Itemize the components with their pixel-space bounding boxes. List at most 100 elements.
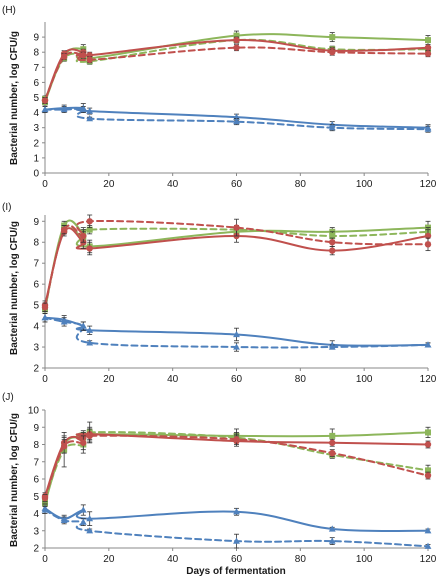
data-point <box>425 429 431 436</box>
y-tick-label: 8 <box>33 48 39 59</box>
y-tick-label: 9 <box>33 217 39 228</box>
y-tick-label: 8 <box>33 440 39 451</box>
data-point <box>60 443 68 450</box>
data-point <box>41 494 49 502</box>
series-i-5 <box>41 313 432 352</box>
x-tick-label: 0 <box>42 554 48 565</box>
data-point <box>86 339 94 346</box>
y-tick-label: 3 <box>33 123 39 134</box>
data-point <box>86 56 93 63</box>
series-i-2 <box>41 227 432 310</box>
y-axis-label-h: Bacterial number, log CFU/g <box>9 31 20 165</box>
y-tick-label: 8 <box>33 238 39 249</box>
x-tick-label: 120 <box>420 554 437 565</box>
data-point <box>41 314 49 321</box>
panel-i: (I) Bacterial number, log CFU/g <box>2 202 20 355</box>
data-point <box>233 32 240 39</box>
y-tick-label: 7 <box>33 63 39 74</box>
y-tick-label: 1 <box>33 153 39 164</box>
data-point <box>80 232 87 240</box>
x-tick-label: 0 <box>42 179 48 190</box>
data-point <box>328 124 336 131</box>
data-point <box>86 245 93 252</box>
x-tick-label: 40 <box>167 179 179 190</box>
data-point <box>86 115 94 122</box>
data-point <box>79 105 87 113</box>
data-point <box>424 44 432 51</box>
y-tick-label: 5 <box>33 301 39 312</box>
data-point <box>329 247 336 254</box>
data-point <box>425 467 431 474</box>
data-point <box>41 304 49 311</box>
data-point <box>41 506 49 513</box>
data-point <box>86 218 93 225</box>
data-point <box>233 36 240 44</box>
series-h-4 <box>41 103 432 132</box>
x-tick-label: 40 <box>167 374 179 385</box>
y-tick-label: 4 <box>33 322 39 333</box>
data-point <box>424 527 432 534</box>
plot-area-h: 0 1 2 3 4 5 6 7 8 9 0 20 40 60 80 100 120 <box>33 22 437 190</box>
y-tick-label: 4 <box>33 509 39 520</box>
data-point <box>329 49 336 56</box>
x-tick-label: 60 <box>231 179 243 190</box>
y-tick-label: 3 <box>33 343 39 354</box>
data-point <box>41 105 49 113</box>
panel-h: (H) Bacterial number, log CFU/g <box>2 5 20 165</box>
series-j-4 <box>41 504 432 534</box>
x-tick-label: 80 <box>295 554 307 565</box>
data-point <box>424 50 432 57</box>
data-point <box>328 537 336 544</box>
data-point <box>79 506 87 513</box>
x-tick-label: 80 <box>295 374 307 385</box>
data-point <box>60 53 68 60</box>
data-point <box>233 537 240 544</box>
panel-label-i: (I) <box>2 202 11 213</box>
data-point <box>328 343 336 350</box>
x-tick-label: 20 <box>103 179 115 190</box>
data-point <box>424 232 432 240</box>
y-tick-label: 4 <box>33 108 39 119</box>
data-point <box>233 508 240 515</box>
data-point <box>329 232 336 239</box>
data-point <box>329 439 336 446</box>
y-tick-label: 6 <box>33 78 39 89</box>
series-j-3 <box>41 428 432 502</box>
data-point <box>329 239 336 246</box>
y-tick-label: 5 <box>33 93 39 104</box>
data-point <box>80 52 87 59</box>
data-point <box>233 113 240 120</box>
x-tick-label: 120 <box>420 374 437 385</box>
data-point <box>86 527 94 534</box>
y-tick-label: 10 <box>28 406 40 417</box>
data-point <box>424 472 432 479</box>
y-tick-label: 2 <box>33 138 39 149</box>
data-point <box>424 341 432 348</box>
data-point <box>233 118 240 125</box>
x-tick-label: 80 <box>295 179 307 190</box>
data-point <box>86 326 94 333</box>
data-point <box>86 432 93 440</box>
y-tick-label: 9 <box>33 423 39 434</box>
data-point <box>86 515 94 522</box>
y-tick-label: 5 <box>33 492 39 503</box>
y-axis-label-j: Bacterial number, log CFU/g <box>9 413 20 547</box>
data-point <box>60 516 68 523</box>
x-tick-label: 20 <box>103 554 115 565</box>
data-point <box>424 542 432 549</box>
y-tick-label: 6 <box>33 280 39 291</box>
x-tick-label: 60 <box>231 554 243 565</box>
data-point <box>329 449 336 457</box>
data-point <box>79 518 87 525</box>
data-point <box>86 226 93 233</box>
data-point <box>328 525 336 532</box>
data-point <box>425 37 431 44</box>
data-point <box>233 330 240 338</box>
x-tick-label: 100 <box>356 554 373 565</box>
x-tick-label: 20 <box>103 374 115 385</box>
y-tick-label: 0 <box>33 169 39 180</box>
data-point <box>329 432 336 439</box>
data-point <box>233 44 240 51</box>
series-line <box>44 46 429 102</box>
